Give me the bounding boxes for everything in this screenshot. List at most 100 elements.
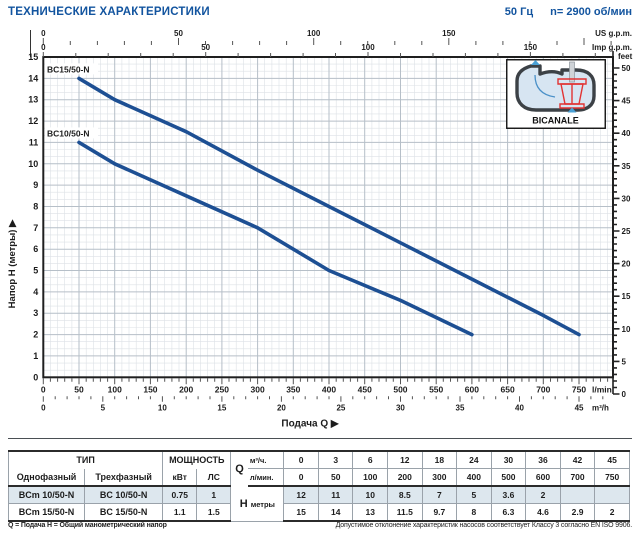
feet-tick-label: 5 <box>622 357 627 366</box>
imp_gpm-unit-label: Imp g.p.m. <box>592 43 632 52</box>
q-lmin-value: 400 <box>456 468 492 487</box>
motor-specs: 50 Гц n= 2900 об/мин <box>491 6 632 18</box>
head-h-value <box>559 486 596 504</box>
us_gpm-unit-label: US g.p.m. <box>595 29 632 38</box>
head-tick-label: 1 <box>33 351 38 361</box>
impeller-icon <box>557 78 587 109</box>
curve-BC15/50-N <box>77 76 581 337</box>
lmin-tick-label: 150 <box>143 384 157 394</box>
lmin-tick-label: 250 <box>215 384 229 394</box>
header-single-phase: Однофазный <box>7 468 86 487</box>
curve-label-bg <box>45 127 98 139</box>
us_gpm-tick-label: 100 <box>307 29 321 38</box>
model-three-phase: BC 10/50-N <box>84 486 164 504</box>
header-h: H <box>239 497 248 510</box>
q-m3h-value: 12 <box>387 450 423 469</box>
m3h-tick-label: 25 <box>336 403 345 412</box>
head-h-value: 2 <box>525 486 561 504</box>
m3h-unit-label: m³/h <box>592 403 609 412</box>
q-lmin-value: 200 <box>387 468 423 487</box>
head-tick-label: 0 <box>33 372 38 382</box>
feet-tick-label: 15 <box>622 292 631 301</box>
m3h-tick-label: 10 <box>158 403 167 412</box>
head-tick-label: 14 <box>28 73 38 83</box>
feet-tick-label: 40 <box>622 129 631 138</box>
feet-tick-label: 35 <box>622 162 631 171</box>
head-tick-label: 10 <box>28 159 38 169</box>
lmin-tick-label: 400 <box>322 384 336 394</box>
q-lmin-value: 600 <box>525 468 561 487</box>
performance-chart: 0 50 100 150 US g.p.m.0 50 100 150 Imp g.p.m.0 50… <box>7 29 633 429</box>
q-m3h-value: 24 <box>456 450 492 469</box>
power-hp-value: 1.5 <box>196 503 232 522</box>
head-tick-label: 15 <box>28 52 38 62</box>
lmin-tick-label: 450 <box>358 384 372 394</box>
head-h-value: 15 <box>283 503 319 522</box>
inset-label: BICANALE <box>532 116 579 126</box>
header-hp: ЛС <box>196 468 232 487</box>
pump-section-drawing <box>515 60 596 113</box>
header-q: Q <box>230 450 248 486</box>
q-lmin-value: 750 <box>594 468 630 487</box>
q-lmin-value: 0 <box>283 468 319 487</box>
footnote-legend: Q = Подача H = Общий манометрический нап… <box>8 522 167 529</box>
head-h-value: 9.7 <box>421 503 458 522</box>
us_gpm-tick-label: 0 <box>41 29 46 38</box>
q-m3h-value: 6 <box>352 450 389 469</box>
curve-label-bg <box>45 63 98 75</box>
header-h-unit: метры <box>250 499 275 509</box>
q-m3h-value: 36 <box>525 450 561 469</box>
curve-label: BC15/50-N <box>47 64 90 74</box>
head-tick-label: 13 <box>28 95 38 105</box>
lmin-tick-label: 0 <box>41 384 46 394</box>
head-tick-label: 2 <box>33 330 38 340</box>
m3h-tick-label: 40 <box>515 403 524 412</box>
head-h-value: 14 <box>317 503 354 522</box>
head-h-value: 8.5 <box>387 486 423 504</box>
header-q-m3h: м³/ч. <box>247 450 285 469</box>
x-axis-title: Подача Q ▶ <box>281 418 340 429</box>
page-header: ТЕХНИЧЕСКИЕ ХАРАКТЕРИСТИКИ 50 Гц n= 2900… <box>0 4 640 22</box>
lmin-tick-label: 300 <box>250 384 264 394</box>
head-h-value: 8 <box>456 503 492 522</box>
head-h-value: 7 <box>421 486 458 504</box>
page-title: ТЕХНИЧЕСКИЕ ХАРАКТЕРИСТИКИ <box>8 6 210 18</box>
power-hp-value: 1 <box>196 486 232 504</box>
head-tick-label: 7 <box>33 223 38 233</box>
head-h-value: 6.3 <box>490 503 527 522</box>
lmin-unit-label: l/min <box>592 384 612 394</box>
head-h-value: 12 <box>283 486 319 504</box>
us_gpm-tick-label: 50 <box>174 29 183 38</box>
head-h-value: 3.6 <box>490 486 527 504</box>
pump-shaft <box>569 61 575 83</box>
lmin-tick-label: 550 <box>429 384 443 394</box>
feet-tick-label: 0 <box>622 390 627 399</box>
lmin-tick-label: 50 <box>74 384 84 394</box>
us_gpm-ticks <box>42 38 612 45</box>
frequency-label: 50 Гц <box>504 6 534 18</box>
head-tick-label: 11 <box>29 137 39 147</box>
head-tick-label: 3 <box>33 308 38 318</box>
lmin-tick-label: 100 <box>108 384 122 394</box>
lmin-ticks <box>42 378 609 385</box>
curve-label: BC10/50-N <box>47 128 90 138</box>
imp_gpm-ticks <box>42 52 596 57</box>
feet-tick-label: 25 <box>622 227 631 236</box>
head-tick-label: 9 <box>33 180 38 190</box>
feet-tick-label: 45 <box>622 97 631 106</box>
pump-inset: BICANALE <box>506 59 606 129</box>
head-h-value: 4.6 <box>525 503 561 522</box>
q-m3h-value: 3 <box>317 450 354 469</box>
feet-tick-label: 50 <box>622 64 631 73</box>
head-tick-label: 5 <box>33 266 38 276</box>
model-single-phase: BCm 15/50-N <box>7 503 86 522</box>
q-m3h-value: 30 <box>490 450 527 469</box>
head-h-value: 5 <box>456 486 492 504</box>
lmin-tick-label: 750 <box>572 384 586 394</box>
header-type: ТИП <box>7 450 164 469</box>
m3h-tick-label: 35 <box>456 403 465 412</box>
outlet-arrow-icon <box>531 60 540 65</box>
